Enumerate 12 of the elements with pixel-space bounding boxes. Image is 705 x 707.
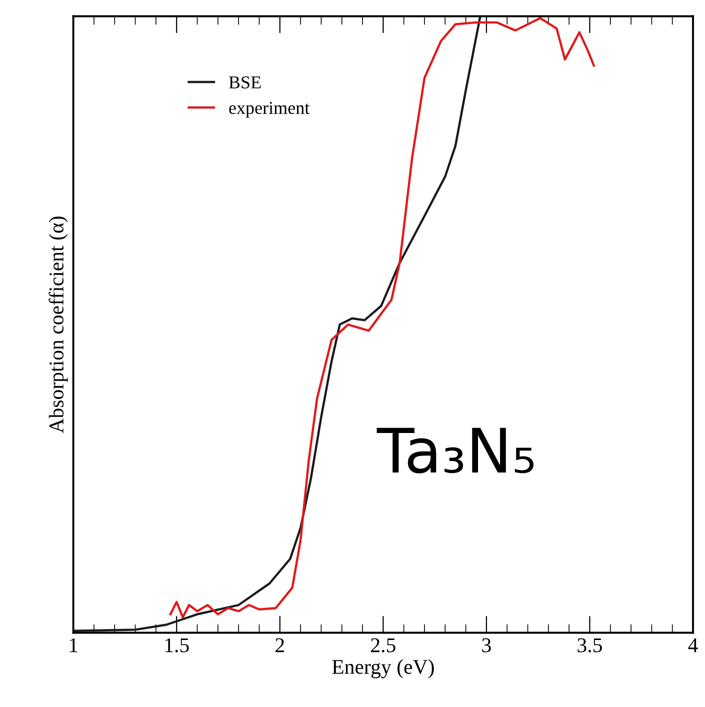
- x-axis-title: Energy (eV): [332, 659, 434, 678]
- x-tick-label: 3: [482, 638, 491, 652]
- annotation: Ta₃N₅: [376, 428, 534, 474]
- legend-label: experiment: [229, 102, 310, 118]
- x-tick-label: 2.5: [371, 638, 396, 652]
- x-tick-label: 1: [70, 638, 78, 652]
- x-tick-label: 4: [688, 638, 698, 652]
- x-tick-label: 1.5: [165, 638, 189, 652]
- x-tick-label: 3.5: [578, 638, 602, 652]
- x-tick-label: 2: [276, 638, 284, 652]
- y-axis-title: Absorption coefficient (α): [48, 216, 68, 434]
- legend-label: BSE: [228, 76, 261, 88]
